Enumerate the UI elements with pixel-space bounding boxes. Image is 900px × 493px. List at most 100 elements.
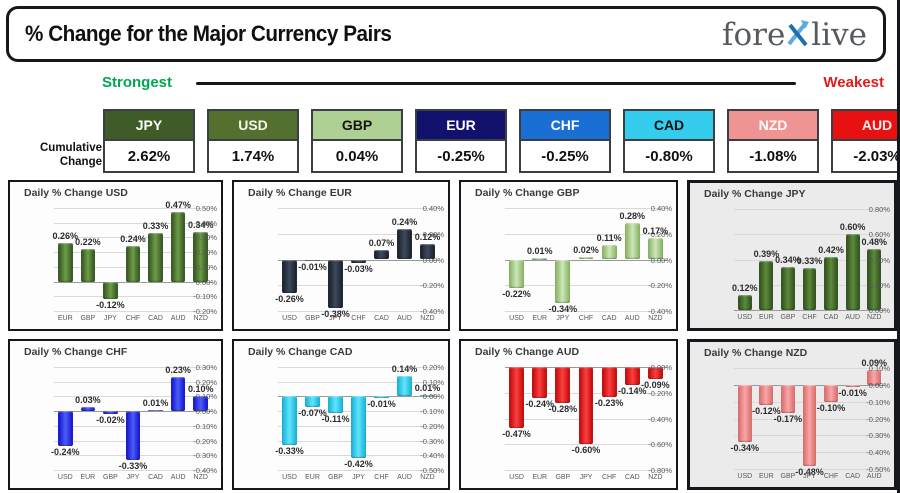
gridline: [278, 367, 439, 368]
x-axis-label: NZD: [420, 315, 435, 322]
bar-nzd: [420, 244, 435, 260]
y-axis-tick: 0.00%: [868, 380, 890, 390]
gridline: [734, 234, 885, 236]
x-axis-label: AUD: [170, 315, 186, 322]
bar-eur: [58, 243, 73, 282]
y-axis-tick: -0.20%: [193, 436, 217, 446]
strength-scale-line: [196, 82, 796, 85]
x-axis-label: CHF: [125, 315, 141, 322]
y-axis-tick: 0.10%: [195, 262, 217, 272]
cumulative-change-value: -0.25%: [521, 141, 609, 171]
bar-gbp: [80, 249, 96, 282]
forexlive-logo: fore live: [722, 15, 867, 53]
x-axis-label: EUR: [532, 315, 548, 322]
x-axis-label: CHF: [351, 315, 366, 322]
y-axis-tick: 0.00%: [650, 363, 672, 372]
plot-area: -0.24% USD 0.03% EUR -0.02% GBP -0.33% JPY 0.01%…: [51, 365, 214, 481]
y-axis-tick: 0.50%: [195, 204, 217, 213]
y-axis-tick: 0.30%: [195, 363, 217, 372]
bar-value-label: -0.03%: [344, 264, 373, 275]
bar-jpy: [578, 367, 594, 445]
weakest-label: Weakest: [823, 74, 884, 91]
x-axis-label: NZD: [193, 474, 208, 481]
x-axis-label: CHF: [823, 473, 839, 480]
x-axis-label: CHF: [374, 474, 389, 481]
chart-title: Daily % Change USD: [24, 187, 128, 199]
currency-code: USD: [209, 111, 297, 141]
bar-value-label: 0.14%: [391, 363, 418, 374]
bar-nzd: [648, 367, 663, 379]
bar-jpy: [125, 411, 141, 460]
y-axis-tick: -0.20%: [866, 414, 890, 424]
bar-usd: [58, 411, 73, 447]
chart-title: Daily % Change AUD: [475, 346, 580, 358]
bar-aud: [170, 212, 186, 282]
x-axis-label: JPY: [579, 474, 593, 481]
y-axis-tick: 0.00%: [868, 306, 890, 315]
y-axis-tick: 0.40%: [868, 255, 890, 265]
bar-value-label: 0.09%: [861, 357, 887, 368]
plot-area: -0.22% USD 0.01% EUR -0.34% JPY 0.02% CHF 0.11% C…: [502, 208, 668, 322]
bar-value-label: 0.10%: [187, 384, 214, 395]
x-axis-label: CAD: [374, 315, 389, 322]
x-axis-label: AUD: [845, 314, 861, 321]
chart-panel-gbp: Daily % Change GBP -0.22% USD 0.01% EUR -0.34…: [459, 180, 678, 331]
bar-value-label: 0.24%: [120, 234, 146, 245]
gridline: [278, 470, 439, 471]
x-axis-label: CAD: [601, 315, 617, 322]
bar-value-label: -0.01%: [838, 387, 867, 398]
currency-code: NZD: [729, 111, 817, 141]
bar-nzd: [648, 237, 663, 260]
cumulative-change-value: -1.08%: [729, 141, 817, 171]
x-axis-label: CAD: [624, 474, 640, 481]
bar-aud: [845, 234, 860, 310]
x-axis-label: NZD: [648, 315, 663, 322]
bar-usd: [737, 384, 752, 443]
logo-text-live: live: [811, 17, 867, 53]
y-axis-tick: 0.80%: [868, 205, 890, 214]
gridline: [505, 444, 667, 446]
y-axis-tick: 0.20%: [650, 229, 672, 239]
y-axis-tick: -0.40%: [420, 451, 444, 461]
bar-jpy: [351, 396, 366, 459]
bar-cad: [148, 233, 163, 282]
plot-area: -0.34% USD -0.12% EUR -0.17% GBP -0.48% JPY -0.1…: [731, 358, 887, 480]
bar-value-label: -0.28%: [548, 404, 578, 415]
chart-panel-usd: Daily % Change USD 0.26% EUR 0.22% GBP -0.12%…: [8, 180, 223, 331]
plot-area: 0.12% USD 0.39% EUR 0.34% GBP 0.33% CHF 0.42% CAD…: [732, 209, 887, 321]
bar-chf: [374, 396, 389, 398]
x-axis-label: JPY: [329, 315, 342, 322]
bar-cad: [824, 256, 838, 310]
y-axis-tick: -0.40%: [193, 466, 217, 475]
currency-code: GBP: [313, 111, 401, 141]
currency-card-chf: CHF -0.25%: [519, 109, 611, 173]
header: % Change for the Major Currency Pairs fo…: [6, 6, 886, 62]
cumulative-change-value: -0.80%: [625, 141, 713, 171]
x-axis-label: CAD: [148, 474, 163, 481]
strength-scale: Strongest Weakest: [0, 73, 900, 93]
y-axis-tick: 0.20%: [868, 280, 890, 290]
x-axis-label: JPY: [352, 474, 365, 481]
x-axis-label: JPY: [104, 315, 117, 322]
bar-chf: [351, 259, 366, 264]
bar-value-label: -0.47%: [502, 428, 531, 439]
screen-right-edge: [897, 0, 900, 493]
cumulative-change-value: -2.03%: [833, 141, 900, 171]
x-axis-label: GBP: [103, 474, 118, 481]
y-axis-tick: 0.00%: [422, 392, 444, 402]
y-axis-tick: -0.40%: [866, 448, 890, 458]
logo-text-fore: fore: [721, 17, 786, 53]
currency-card-aud: AUD -2.03%: [831, 109, 900, 173]
x-axis-label: JPY: [803, 473, 816, 480]
gridline: [54, 237, 212, 239]
chart-title: Daily % Change EUR: [248, 187, 352, 199]
bar-eur: [532, 367, 548, 398]
bar-usd: [282, 396, 297, 445]
x-axis-label: EUR: [80, 474, 96, 481]
x-axis-label: NZD: [867, 314, 882, 321]
gridline: [734, 310, 885, 311]
gridline: [54, 311, 212, 312]
bar-value-label: 0.01%: [526, 246, 553, 257]
x-axis-label: AUD: [170, 474, 186, 481]
bar-usd: [509, 367, 524, 428]
